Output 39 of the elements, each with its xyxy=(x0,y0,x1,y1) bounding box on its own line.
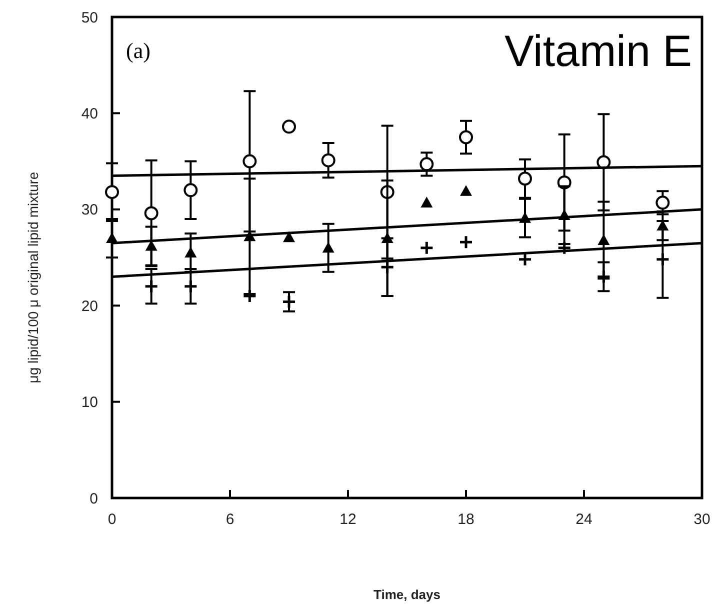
point xyxy=(419,240,434,256)
point xyxy=(518,172,532,186)
point xyxy=(144,279,159,294)
point xyxy=(183,279,198,294)
x-tick-label: 12 xyxy=(340,511,356,528)
point xyxy=(420,196,433,208)
x-tick-label: 30 xyxy=(694,511,710,528)
point xyxy=(557,240,572,256)
annotation: (a) xyxy=(126,38,150,63)
point xyxy=(460,185,472,196)
x-tick-label: 6 xyxy=(226,511,234,528)
x-tick-label: 0 xyxy=(108,511,116,528)
y-tick-label: 20 xyxy=(81,298,98,315)
y-tick-label: 10 xyxy=(81,394,98,412)
x-axis-title: Time, days xyxy=(374,587,440,602)
y-tick-label: 50 xyxy=(81,9,98,26)
point xyxy=(655,252,670,267)
point xyxy=(518,252,532,267)
point xyxy=(282,120,296,134)
y-axis-title: μg lipid/100 μ original lipid mixture xyxy=(25,172,41,384)
point xyxy=(598,234,610,245)
x-tick-label: 24 xyxy=(576,511,592,528)
point xyxy=(321,153,336,168)
annotation: Vitamin E xyxy=(504,27,692,76)
y-tick-label: 30 xyxy=(81,202,98,219)
point xyxy=(458,234,474,250)
y-tick-label: 40 xyxy=(81,105,98,122)
point xyxy=(242,288,257,304)
point xyxy=(322,242,334,253)
point xyxy=(656,196,670,210)
point xyxy=(459,130,473,144)
point xyxy=(184,183,198,198)
point xyxy=(420,157,434,172)
x-tick-label: 18 xyxy=(458,511,474,528)
point xyxy=(242,154,257,168)
point xyxy=(184,246,197,258)
y-tick-label: 0 xyxy=(90,490,98,508)
point xyxy=(283,231,295,242)
point xyxy=(144,206,158,220)
